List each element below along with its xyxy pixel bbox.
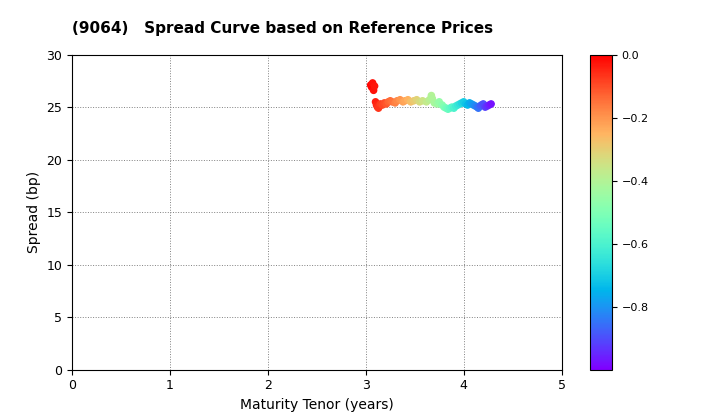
Point [472,104,483,110]
Point [370,98,382,105]
Point [368,87,379,94]
Point [426,92,437,99]
Point [374,102,385,109]
Point [462,102,473,108]
Point [433,98,445,105]
Point [379,100,390,106]
Point [426,95,438,102]
X-axis label: Maturity Tenor (years): Maturity Tenor (years) [240,398,394,412]
Point [475,102,487,108]
Point [374,100,386,107]
Point [365,81,377,88]
Point [474,102,486,109]
Point [405,98,417,105]
Point [477,100,489,107]
Point [366,84,377,91]
Point [411,97,423,103]
Point [428,100,440,106]
Text: (9064)   Spread Curve based on Reference Prices: (9064) Spread Curve based on Reference P… [72,21,493,36]
Point [420,98,432,105]
Point [436,102,448,108]
Point [458,98,469,105]
Point [381,100,392,107]
Point [408,97,420,104]
Point [390,100,401,106]
Point [382,98,394,105]
Point [371,102,382,108]
Point [417,97,428,104]
Point [482,102,493,109]
Point [397,98,409,105]
Point [387,98,398,105]
Point [454,100,466,107]
Point [485,100,497,107]
Point [377,102,388,108]
Point [392,97,403,104]
Point [369,83,380,89]
Point [399,97,410,104]
Point [438,104,450,110]
Point [468,102,480,108]
Point [450,102,462,109]
Point [423,97,435,103]
Point [414,98,426,105]
Point [464,100,475,106]
Y-axis label: Spread (bp): Spread (bp) [27,171,41,253]
Point [466,100,477,107]
Point [373,105,384,112]
Point [372,104,383,110]
Point [444,105,456,112]
Point [367,79,379,86]
Point [446,104,458,110]
Point [452,102,464,108]
Point [441,105,452,112]
Point [448,105,459,112]
Point [460,100,472,107]
Point [472,105,484,112]
Point [442,106,454,113]
Point [456,100,467,106]
Point [469,102,481,109]
Point [431,100,443,107]
Point [395,97,406,103]
Point [483,102,495,108]
Point [402,97,413,103]
Point [384,97,396,104]
Point [480,104,491,110]
